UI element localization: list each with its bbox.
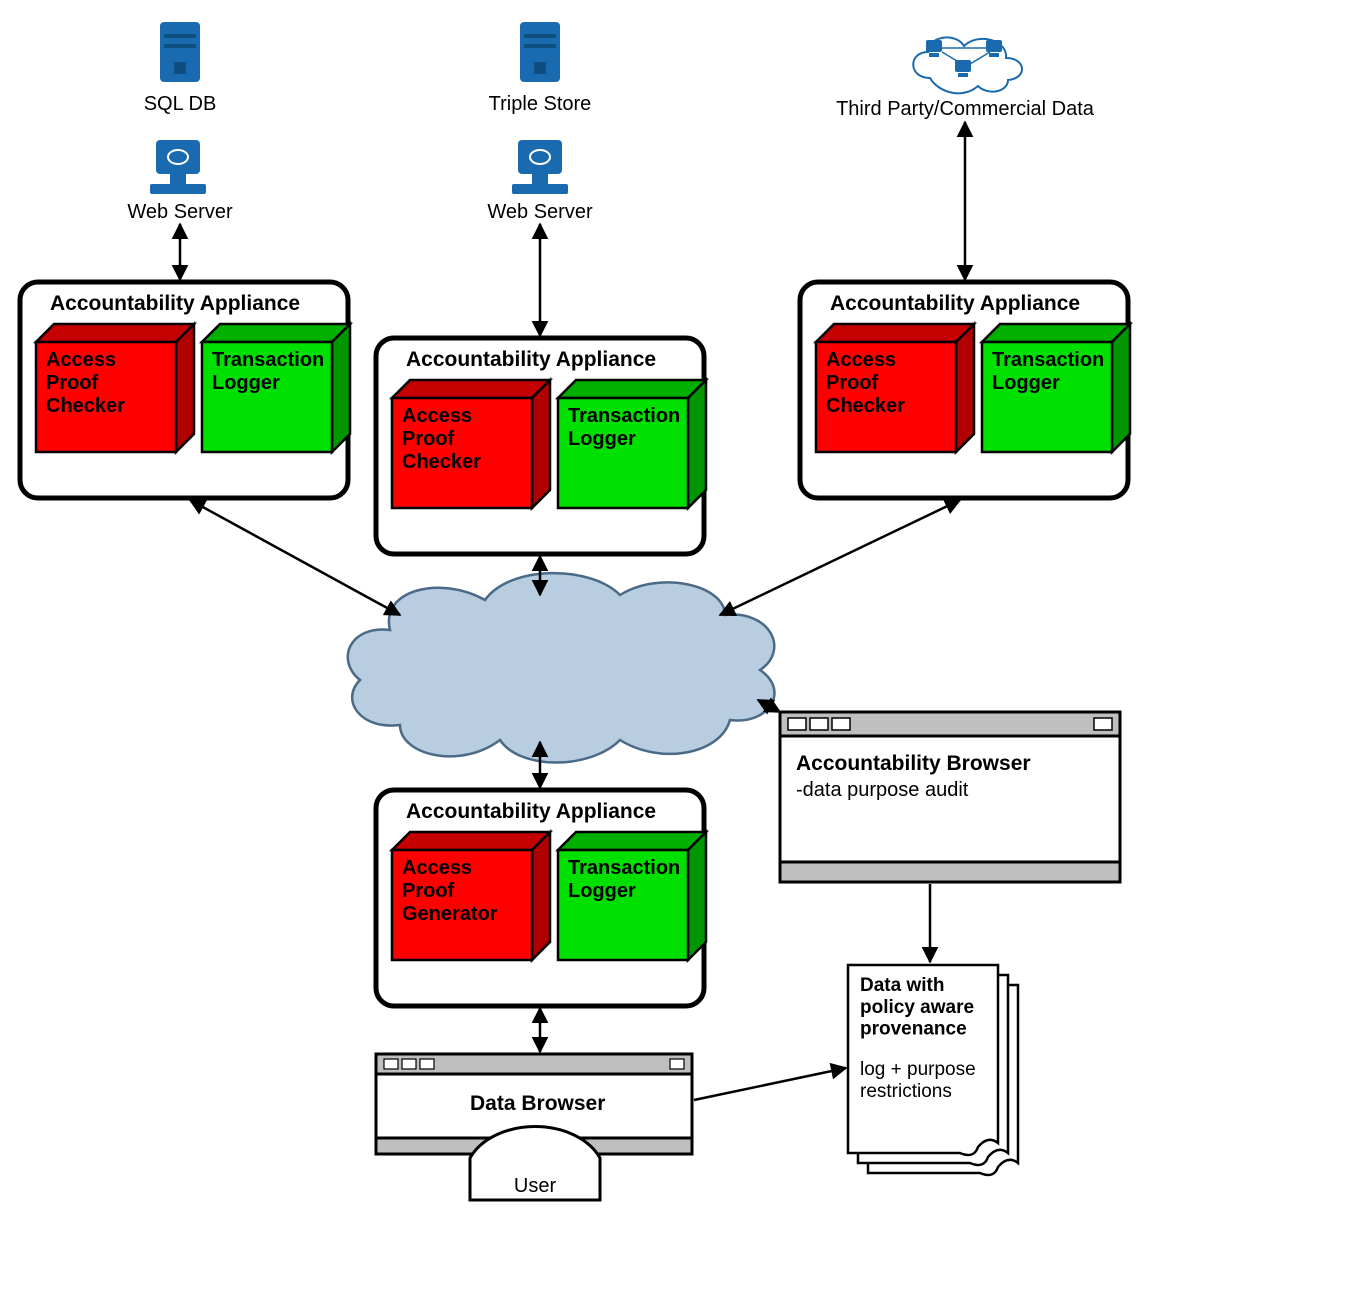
appliance-center-green-box: TransactionLogger: [558, 380, 706, 508]
web-server-center-label: Web Server: [487, 201, 593, 223]
appliance-center-red-box: AccessProofChecker: [392, 380, 550, 508]
third-party-icon: [913, 37, 1022, 93]
appliance-left-green-box: TransactionLogger: [202, 324, 350, 452]
appliance-center: Accountability Appliance AccessProofChec…: [376, 338, 706, 554]
third-party-label: Third Party/Commercial Data: [836, 98, 1095, 120]
arrow-appliance-left-cloud: [190, 500, 400, 615]
appliance-left-red-box: AccessProofChecker: [36, 324, 194, 452]
architecture-diagram: SQL DB Triple Store Third Party/Commerci…: [0, 0, 1363, 1290]
appliance-bottom: Accountability Appliance AccessProofGene…: [376, 790, 706, 1006]
arrow-databrowser-document: [694, 1068, 846, 1100]
data-browser-label: Data Browser: [470, 1092, 605, 1115]
appliance-left: Accountability Appliance AccessProofChec…: [20, 282, 350, 498]
appliance-right: Accountability Appliance AccessProofChec…: [800, 282, 1130, 498]
triple-store-label: Triple Store: [489, 93, 592, 115]
data-browser: Data Browser User: [376, 1054, 692, 1200]
web-server-left-icon: [150, 140, 206, 194]
web-server-left-label: Web Server: [127, 201, 233, 223]
appliance-right-green-box: TransactionLogger: [982, 324, 1130, 452]
accountability-browser-sub: -data purpose audit: [796, 779, 969, 801]
appliance-left-title: Accountability Appliance: [50, 292, 300, 315]
triple-store-icon: [520, 22, 560, 82]
document-stack: Data withpolicy awareprovenance log + pu…: [848, 965, 1018, 1175]
cloud-icon: [348, 573, 775, 762]
arrow-appliance-right-cloud: [720, 500, 960, 615]
appliance-bottom-green-box: TransactionLogger: [558, 832, 706, 960]
accountability-browser: Accountability Browser -data purpose aud…: [780, 712, 1120, 882]
user-label: User: [514, 1175, 557, 1197]
appliance-right-red-box: AccessProofChecker: [816, 324, 974, 452]
accountability-browser-title: Accountability Browser: [796, 752, 1031, 775]
web-server-center-icon: [512, 140, 568, 194]
appliance-bottom-red-box: AccessProofGenerator: [392, 832, 550, 960]
appliance-bottom-title: Accountability Appliance: [406, 800, 656, 823]
sql-db-icon: [160, 22, 200, 82]
appliance-center-title: Accountability Appliance: [406, 348, 656, 371]
appliance-right-title: Accountability Appliance: [830, 292, 1080, 315]
sql-db-label: SQL DB: [144, 93, 217, 115]
